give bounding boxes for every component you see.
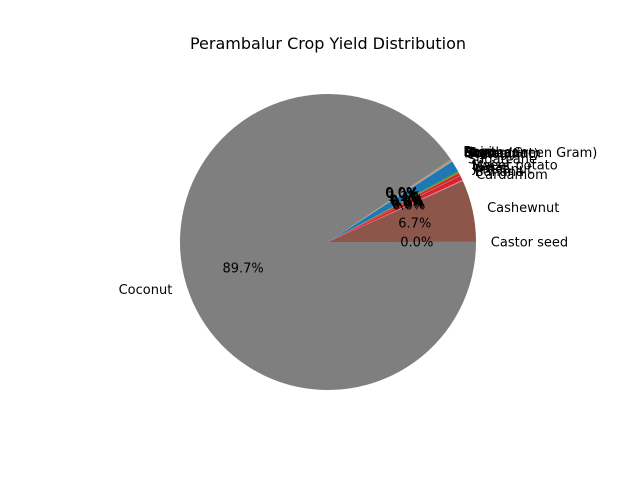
slice-pct-label-1: 6.7%	[398, 217, 431, 232]
slice-label-1: Cashewnut	[487, 201, 559, 216]
slice-pct-label-18: 89.7%	[222, 261, 263, 276]
slice-pct-label-17: 0.0%	[385, 186, 418, 201]
slice-label-18: Coconut	[119, 283, 173, 298]
slice-pct-label-0: 0.0%	[400, 236, 433, 251]
slice-label-17: Bajra	[463, 145, 497, 160]
chart-title: Perambalur Crop Yield Distribution	[190, 34, 466, 53]
slice-label-0: Castor seed	[491, 235, 568, 250]
